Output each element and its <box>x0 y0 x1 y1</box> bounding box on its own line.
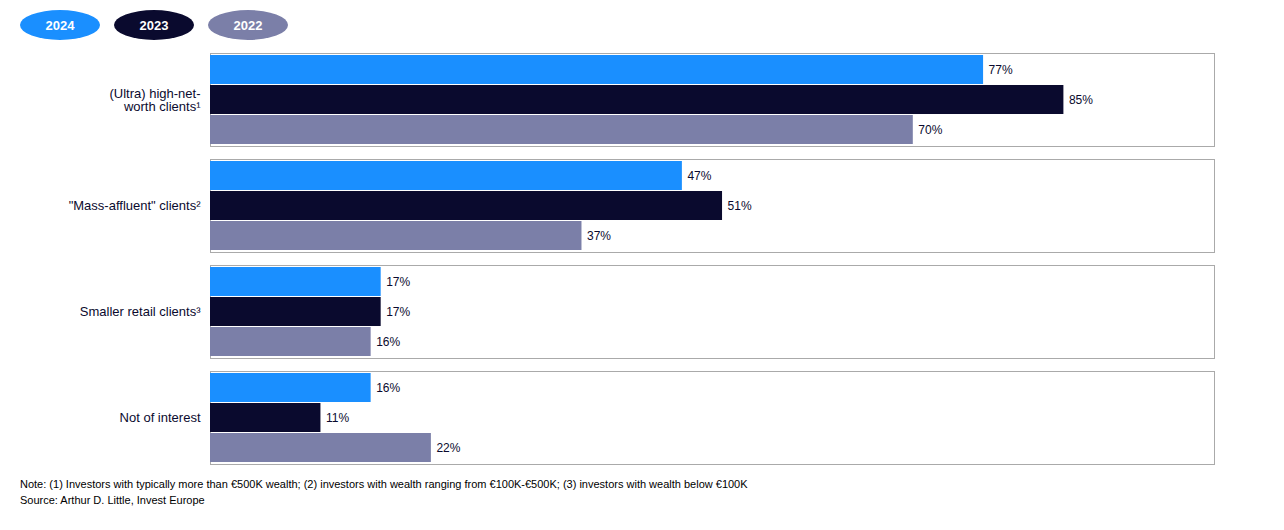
html-text:2022: 2022 <box>233 17 263 33</box>
svg-text:77%: 77% <box>989 63 1013 77</box>
html-text:Note: (1) Investors with typic: Note: (1) Investors with typically more … <box>20 478 748 490</box>
html-text:2023: 2023 <box>139 17 169 33</box>
svg-text:70%: 70% <box>918 123 942 137</box>
svg-text:22%: 22% <box>436 441 460 455</box>
svg-text:16%: 16% <box>376 381 400 395</box>
html-text:Source: Arthur D. Little, Inve: Source: Arthur D. Little, Invest Europe <box>20 494 205 506</box>
svg-text:85%: 85% <box>1069 93 1093 107</box>
svg-text:Smaller retail clients³: Smaller retail clients³ <box>80 304 201 319</box>
svg-text:51%: 51% <box>728 199 752 213</box>
html-text:2024: 2024 <box>45 17 75 33</box>
svg-text:16%: 16% <box>376 335 400 349</box>
svg-text:17%: 17% <box>386 275 410 289</box>
svg-text:11%: 11% <box>326 411 349 425</box>
svg-text:37%: 37% <box>587 229 611 243</box>
svg-text:Not of interest: Not of interest <box>120 410 201 425</box>
svg-text:47%: 47% <box>687 169 711 183</box>
svg-text:17%: 17% <box>386 305 410 319</box>
svg-text:"Mass-affluent" clients²: "Mass-affluent" clients² <box>69 198 201 213</box>
svg-text:(Ultra) high-net-worth clients: (Ultra) high-net-worth clients¹ <box>109 86 201 114</box>
